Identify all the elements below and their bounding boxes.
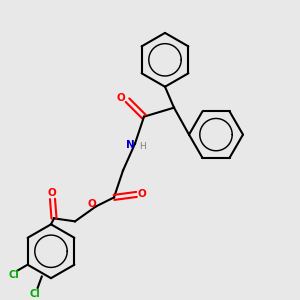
Text: Cl: Cl — [9, 270, 20, 280]
Text: O: O — [116, 93, 125, 103]
Text: N: N — [126, 140, 135, 150]
Text: H: H — [139, 142, 146, 151]
Text: O: O — [137, 188, 146, 199]
Text: Cl: Cl — [29, 289, 40, 299]
Text: O: O — [47, 188, 56, 198]
Text: O: O — [87, 199, 96, 209]
